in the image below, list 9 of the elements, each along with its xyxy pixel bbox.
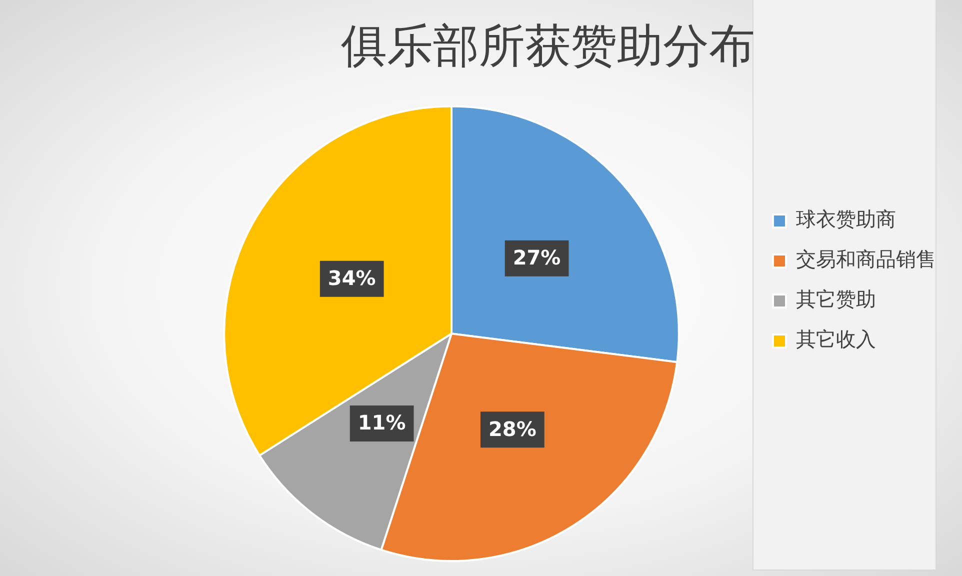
legend-label: 其它赞助 [796, 287, 876, 312]
data-label: 27% [512, 246, 561, 270]
data-label: 11% [358, 410, 406, 435]
data-label: 28% [488, 416, 536, 441]
legend-label: 球衣赞助商 [796, 207, 896, 232]
legend-label: 其它收入 [796, 327, 876, 352]
chart-title: 俱乐部所获赞助分布 [341, 18, 755, 73]
data-label: 34% [328, 266, 376, 290]
legend-label: 交易和商品销售 [796, 247, 936, 272]
